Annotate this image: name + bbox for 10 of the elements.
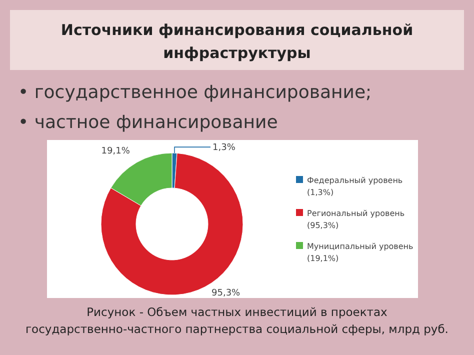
text: Рисунок - Объем частных инвестиций в проектах государственно-частного партнерства социальной сферы, млрд руб. <box>26 305 448 336</box>
legend-label: Муниципальный уровень (19,1%) <box>307 242 414 263</box>
data-label: 19,1% <box>101 146 130 157</box>
data-label: 1,3% <box>212 143 236 154</box>
legend-label: Федеральный уровень (1,3%) <box>307 176 403 197</box>
text: • частное финансирование <box>18 112 278 133</box>
text: • государственное финансирование; <box>18 82 372 103</box>
data-label: 95,3% <box>212 288 241 299</box>
legend-label: Региональный уровень (95,3%) <box>307 209 405 230</box>
chart-title: Источники финансирования социальной инфраструктуры <box>60 21 414 62</box>
